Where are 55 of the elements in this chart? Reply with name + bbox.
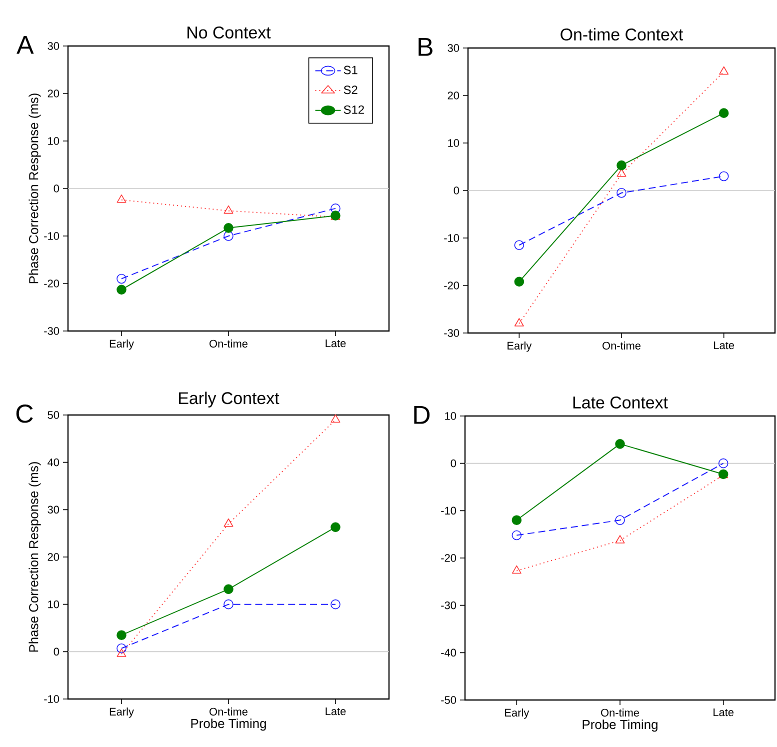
y-tick-label: 0 <box>450 459 456 468</box>
x-tick-label: Early <box>505 708 530 719</box>
y-tick-label: 0 <box>54 184 60 192</box>
x-axis-title: Probe Timing <box>191 718 266 731</box>
text: A <box>16 36 34 54</box>
chart-title: On-time Context <box>560 28 684 41</box>
y-tick-label: -20 <box>44 280 60 288</box>
x-tick-label: Late <box>714 342 734 350</box>
y-tick-label: 10 <box>445 412 456 420</box>
x-tick-label: Early <box>508 342 532 352</box>
y-axis-title: Phase Correction Response (ms) <box>28 94 41 284</box>
y-axis-title: Phase Correction Response (ms) <box>28 462 41 652</box>
y-tick-label: -10 <box>44 232 60 240</box>
x-axis-title: Probe Timing <box>582 720 658 732</box>
legend-label: S1 <box>344 66 358 74</box>
y-tick-label: -20 <box>444 282 460 290</box>
y-tick-label: 10 <box>48 600 60 608</box>
x-tick-label: Late <box>714 708 734 716</box>
legend-label: S12 <box>344 105 364 114</box>
y-tick-label: 10 <box>48 137 60 145</box>
y-tick-label: -30 <box>44 327 60 335</box>
y-tick-label: 30 <box>448 44 460 52</box>
text: C <box>16 404 33 423</box>
text: B <box>418 38 432 56</box>
y-tick-label: 30 <box>48 506 60 514</box>
x-tick-label: On-time <box>601 708 640 717</box>
y-tick-label: -10 <box>441 506 456 515</box>
x-tick-label: Late <box>326 340 346 348</box>
x-tick-label: On-time <box>210 340 248 348</box>
y-tick-label: -50 <box>441 696 456 704</box>
chart-title: No Context <box>188 26 271 39</box>
y-tick-label: 40 <box>48 458 60 466</box>
y-tick-label: -30 <box>441 601 456 610</box>
chart-title: Early Context <box>179 392 280 408</box>
y-tick-label: -40 <box>441 648 456 657</box>
y-tick-label: -10 <box>444 234 460 242</box>
y-tick-label: -30 <box>444 329 460 337</box>
y-tick-label: -20 <box>441 554 456 562</box>
y-tick-label: 50 <box>48 411 60 419</box>
y-tick-label: 0 <box>454 186 460 194</box>
y-tick-label: 20 <box>48 553 60 561</box>
y-tick-label: -10 <box>44 695 60 703</box>
y-tick-label: 20 <box>448 92 460 100</box>
chart-title: Late Context <box>573 396 668 409</box>
x-tick-label: Late <box>326 708 346 716</box>
y-tick-label: 30 <box>48 42 60 50</box>
legend-label: S2 <box>344 86 358 94</box>
y-tick-label: 0 <box>54 648 60 656</box>
x-tick-label: Early <box>110 708 134 718</box>
x-tick-label: On-time <box>602 342 641 350</box>
text: D <box>414 406 430 424</box>
x-tick-label: Early <box>110 340 134 350</box>
y-tick-label: 20 <box>48 90 60 98</box>
y-tick-label: 10 <box>448 139 460 147</box>
x-tick-label: On-time <box>210 708 248 716</box>
